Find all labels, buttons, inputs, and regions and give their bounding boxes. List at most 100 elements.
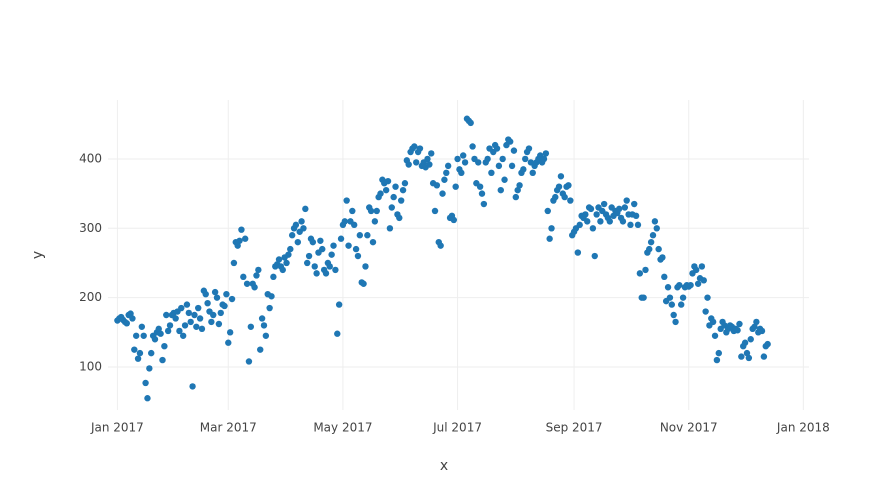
scatter-point xyxy=(734,327,741,334)
scatter-point xyxy=(437,242,444,249)
scatter-point xyxy=(127,310,134,317)
scatter-point xyxy=(172,315,179,322)
scatter-point xyxy=(183,301,191,308)
scatter-point xyxy=(163,311,170,319)
scatter-point xyxy=(230,259,238,267)
x-tick-label: Jan 2017 xyxy=(90,421,144,435)
scatter-point xyxy=(275,256,283,263)
scatter-point xyxy=(619,218,627,225)
scatter-point xyxy=(204,299,211,307)
scatter-point xyxy=(715,349,722,357)
scatter-point xyxy=(319,245,326,253)
scatter-point xyxy=(304,259,311,267)
scatter-point xyxy=(676,281,683,289)
scatter-point xyxy=(687,281,694,289)
scatter-point xyxy=(653,225,660,232)
scatter-point xyxy=(593,211,600,218)
scatter-point xyxy=(484,155,491,163)
x-tick-label: Jul 2017 xyxy=(432,421,482,435)
scatter-point xyxy=(345,242,352,249)
scatter-point xyxy=(698,263,706,270)
scatter-point xyxy=(512,193,520,201)
scatter-point xyxy=(497,186,504,194)
scatter-point xyxy=(597,218,604,225)
scatter-point xyxy=(270,273,277,281)
scatter-point xyxy=(326,263,333,270)
scatter-point xyxy=(337,235,345,242)
scatter-point xyxy=(213,294,221,301)
scatter-point xyxy=(132,332,140,339)
scatter-point xyxy=(196,315,204,322)
scatter-point xyxy=(360,280,367,287)
x-axis-title: x xyxy=(440,458,448,474)
scatter-point xyxy=(520,166,527,173)
scatter-point xyxy=(542,150,550,157)
scatter-point xyxy=(600,200,608,208)
scatter-point xyxy=(288,232,296,239)
scatter-point xyxy=(195,304,202,312)
x-tick-label: Sep 2017 xyxy=(546,421,603,435)
scatter-point xyxy=(582,211,589,218)
scatter-point xyxy=(328,251,335,258)
scatter-point xyxy=(458,169,465,177)
scatter-point xyxy=(268,293,275,300)
scatter-point xyxy=(369,238,377,246)
scatter-point xyxy=(640,294,647,301)
scatter-point xyxy=(298,218,305,225)
scatter-point xyxy=(166,322,174,329)
scatter-point xyxy=(555,183,563,190)
scatter-point xyxy=(738,353,745,360)
scatter-point xyxy=(636,270,644,277)
scatter-point xyxy=(294,238,302,246)
scatter-point xyxy=(615,205,623,213)
scatter-point xyxy=(164,327,172,335)
scatter-point xyxy=(424,155,431,163)
scatter-point xyxy=(589,225,597,232)
y-axis-title: y xyxy=(30,251,46,259)
scatter-point xyxy=(362,263,369,270)
scatter-point xyxy=(189,383,196,390)
scatter-point xyxy=(655,245,662,253)
scatter-point xyxy=(469,143,476,150)
scatter-point xyxy=(452,183,459,190)
scatter-point xyxy=(426,161,433,168)
scatter-point xyxy=(461,159,469,166)
scatter-point xyxy=(305,252,313,260)
scatter-point xyxy=(341,218,348,225)
scatter-point xyxy=(373,207,380,215)
scatter-point xyxy=(668,301,676,308)
scatter-point xyxy=(157,330,164,337)
scatter-point xyxy=(260,322,268,329)
scatter-point xyxy=(245,358,253,365)
scatter-point xyxy=(433,182,441,189)
scatter-point xyxy=(251,284,258,291)
scatter-point xyxy=(495,162,503,170)
scatter-point xyxy=(621,204,629,211)
scatter-point xyxy=(140,332,147,339)
scatter-point xyxy=(397,197,405,204)
scatter-point xyxy=(431,207,439,215)
scatter-point xyxy=(382,186,390,194)
scatter-point xyxy=(666,294,674,301)
scatter-point xyxy=(413,159,420,166)
scatter-point xyxy=(591,252,598,260)
scatter-point xyxy=(335,301,343,308)
scatter-point xyxy=(510,147,518,154)
scatter-point xyxy=(185,309,193,317)
scatter-point xyxy=(444,162,452,170)
scatter-point xyxy=(354,252,362,260)
scatter-point xyxy=(704,294,711,301)
scatter-point xyxy=(488,169,495,177)
scatter-point xyxy=(574,249,582,256)
scatter-point xyxy=(241,235,249,242)
scatter-point xyxy=(760,353,768,360)
scatter-point xyxy=(191,311,198,319)
scatter-point xyxy=(279,266,286,274)
scatter-point xyxy=(226,329,234,336)
scatter-point xyxy=(764,340,771,348)
scatter-point xyxy=(659,254,666,261)
scatter-point xyxy=(499,155,506,163)
scatter-point xyxy=(146,365,153,372)
scatter-point xyxy=(144,395,151,402)
